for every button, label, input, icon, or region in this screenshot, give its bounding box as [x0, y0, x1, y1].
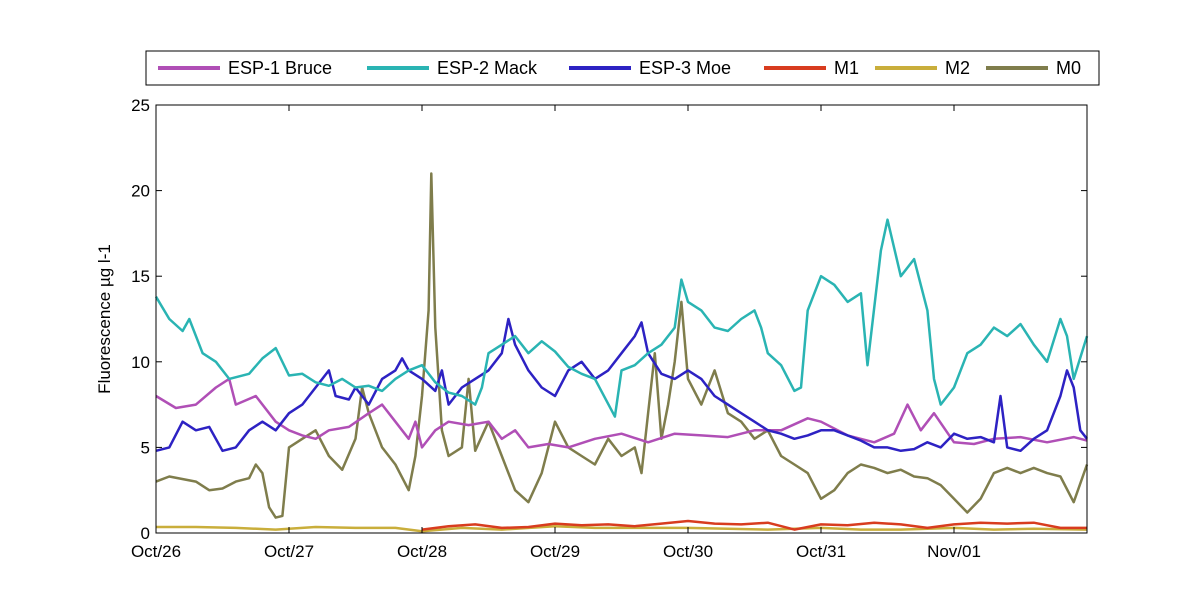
- legend-label: ESP-1 Bruce: [228, 58, 332, 78]
- y-tick-label: 5: [141, 438, 150, 457]
- axis-layer: 0 5 10 15 20 25 Oct/26 Oct/27 Oct/28 Oct/29 Oct/30…: [131, 96, 1087, 561]
- y-tick-label: 0: [141, 524, 150, 543]
- plot-frame: [155, 104, 1088, 534]
- legend-label: M1: [834, 58, 859, 78]
- y-tick-label: 10: [131, 353, 150, 372]
- y-tick-label: 25: [131, 96, 150, 115]
- series-line-m2: [156, 524, 1088, 533]
- x-tick-label: Nov/01: [927, 542, 981, 561]
- series-layer: [154, 172, 1089, 533]
- x-tick-label: Oct/29: [530, 542, 580, 561]
- series-line-esp-1-bruce: [155, 377, 1088, 449]
- series-line-m0: [155, 172, 1089, 519]
- series-line-esp-3-moe: [155, 317, 1088, 453]
- legend-label: ESP-2 Mack: [437, 58, 538, 78]
- legend-label: M2: [945, 58, 970, 78]
- y-tick-label: 15: [131, 267, 150, 286]
- legend: ESP-1 Bruce ESP-2 Mack ESP-3 Moe M1 M2 M0: [145, 50, 1100, 86]
- y-axis-label: Fluorescence µg l-1: [95, 244, 114, 394]
- series-line-esp-2-mack: [154, 218, 1089, 418]
- legend-label: ESP-3 Moe: [639, 58, 731, 78]
- x-tick-label: Oct/30: [663, 542, 713, 561]
- x-tick-label: Oct/26: [131, 542, 181, 561]
- y-tick-label: 20: [131, 182, 150, 201]
- x-tick-label: Oct/31: [796, 542, 846, 561]
- x-tick-label: Oct/28: [397, 542, 447, 561]
- series-line-m1: [421, 519, 1087, 531]
- x-tick-label: Oct/27: [264, 542, 314, 561]
- legend-label: M0: [1056, 58, 1081, 78]
